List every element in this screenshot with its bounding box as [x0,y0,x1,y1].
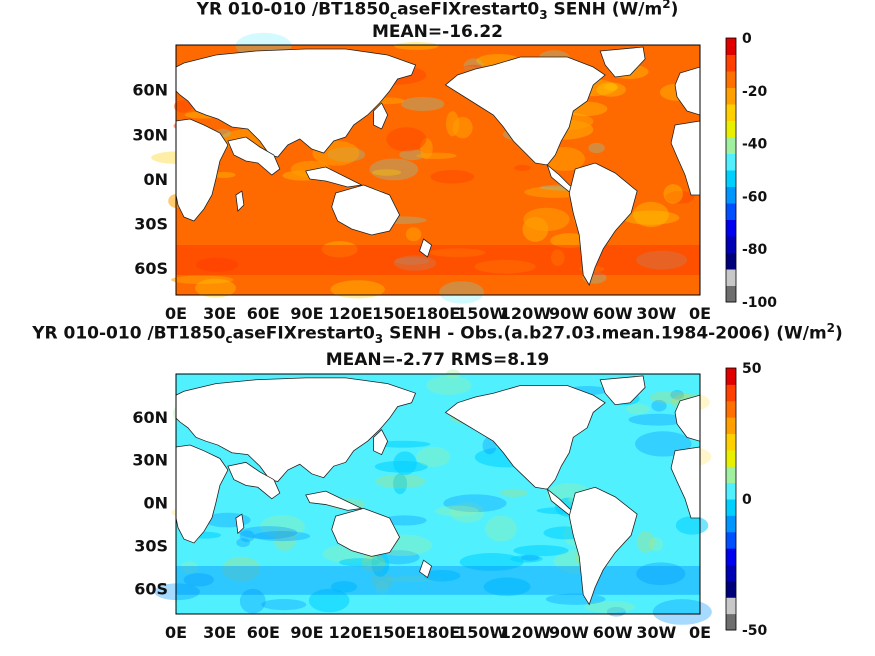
bottom-panel-subtitle: MEAN=-2.77 RMS=8.19 [325,350,550,370]
top-colorbar-segment [726,285,736,303]
bottom-colorbar-segment [726,580,736,598]
bottom-colorbar-segment [726,384,736,402]
bottom-y-tick-label: 0N [143,494,168,513]
top-colorbar-segment [726,137,736,154]
bottom-x-tick-label: 60E [247,623,280,642]
top-colorbar-segment [726,120,736,138]
top-y-tick-label: 30N [132,125,168,144]
top-colorbar-segment [726,38,736,55]
bottom-colorbar-segment [726,531,736,549]
top-x-tick-label: 180E [416,304,460,323]
top-y-tick-label: 60N [132,81,168,100]
top-colorbar-segment [726,87,736,105]
top-colorbar-segment [726,252,736,270]
top-y-tick-label: 60S [134,259,168,278]
top-map-frame [175,44,701,296]
top-colorbar-segment [726,104,736,121]
bottom-x-tick-label: 150W [456,623,507,642]
top-colorbar-segment [726,153,736,171]
top-x-tick-label: 30E [203,304,236,323]
top-colorbar-tick-label: -60 [742,189,768,205]
bottom-x-tick-label: 90E [290,623,323,642]
top-colorbar-tick-label: -20 [742,84,768,100]
top-colorbar-tick-label: -40 [742,137,768,153]
bottom-colorbar-segment [726,564,736,582]
bottom-colorbar-segment [726,417,736,434]
bottom-colorbar-segment [726,499,736,516]
top-colorbar-tick-label: -80 [742,242,768,258]
bottom-y-tick-label: 30N [132,451,168,470]
bottom-field-texture [154,369,712,625]
top-x-tick-label: 30W [636,304,676,323]
top-colorbar-tick-label: -100 [742,295,777,311]
bottom-colorbar-segment [726,449,736,467]
bottom-colorbar-tick-label: 50 [742,361,762,377]
top-southern-band [176,245,700,275]
bottom-colorbar-segment [726,400,736,418]
top-x-tick-label: 0E [689,304,711,323]
top-x-tick-label: 60W [593,304,633,323]
bottom-map-frame [175,373,701,615]
top-x-tick-label: 60E [247,304,280,323]
top-x-tick-label: 120E [329,304,373,323]
bottom-x-tick-label: 0E [689,623,711,642]
top-colorbar-segment [726,170,736,187]
bottom-panel-title: YR 010-010 /BT1850caseFIXrestart03 SENH … [32,321,843,347]
top-x-tick-label: 120W [500,304,551,323]
top-colorbar-segment [726,186,736,204]
bottom-y-tick-label: 60S [134,579,168,598]
top-colorbar-segment [726,71,736,88]
top-y-tick-label: 30S [134,215,168,234]
top-y-tick-label: 0N [143,170,168,189]
bottom-colorbar-segment [726,515,736,533]
top-panel-subtitle: MEAN=-16.22 [372,22,503,42]
top-colorbar-tick-label: 0 [742,31,752,47]
top-colorbar-segment [726,203,736,220]
bottom-southern-band [176,566,700,595]
bottom-x-tick-label: 30W [636,623,676,642]
top-panel-title: YR 010-010 /BT1850caseFIXrestart03 SENH … [196,0,679,23]
top-x-tick-label: 150E [372,304,416,323]
top-colorbar-frame [725,37,737,303]
top-colorbar-segment [726,269,736,286]
bottom-x-tick-label: 60W [593,623,633,642]
bottom-x-tick-label: 0E [165,623,187,642]
top-x-tick-label: 150W [456,304,507,323]
bottom-x-tick-label: 180E [416,623,460,642]
bottom-colorbar-segment [726,613,736,631]
bottom-x-tick-label: 90W [549,623,589,642]
bottom-x-tick-label: 150E [372,623,416,642]
bottom-x-tick-label: 120W [500,623,551,642]
bottom-x-tick-label: 30E [203,623,236,642]
bottom-colorbar-segment [726,482,736,500]
bottom-colorbar-frame [725,367,737,631]
bottom-colorbar-segment [726,433,736,451]
top-x-tick-label: 90W [549,304,589,323]
bottom-y-tick-label: 60N [132,408,168,427]
bottom-colorbar-segment [726,597,736,615]
bottom-colorbar-tick-label: -50 [742,623,768,639]
bottom-x-tick-label: 120E [329,623,373,642]
top-x-tick-label: 90E [290,304,323,323]
bottom-colorbar-tick-label: 0 [742,492,752,508]
bottom-colorbar-segment [726,548,736,565]
bottom-y-tick-label: 30S [134,536,168,555]
top-x-tick-label: 0E [165,304,187,323]
top-colorbar-segment [726,54,736,72]
top-colorbar-segment [726,219,736,237]
top-colorbar-segment [726,236,736,253]
bottom-colorbar-segment [726,466,736,484]
bottom-colorbar-segment [726,368,736,385]
